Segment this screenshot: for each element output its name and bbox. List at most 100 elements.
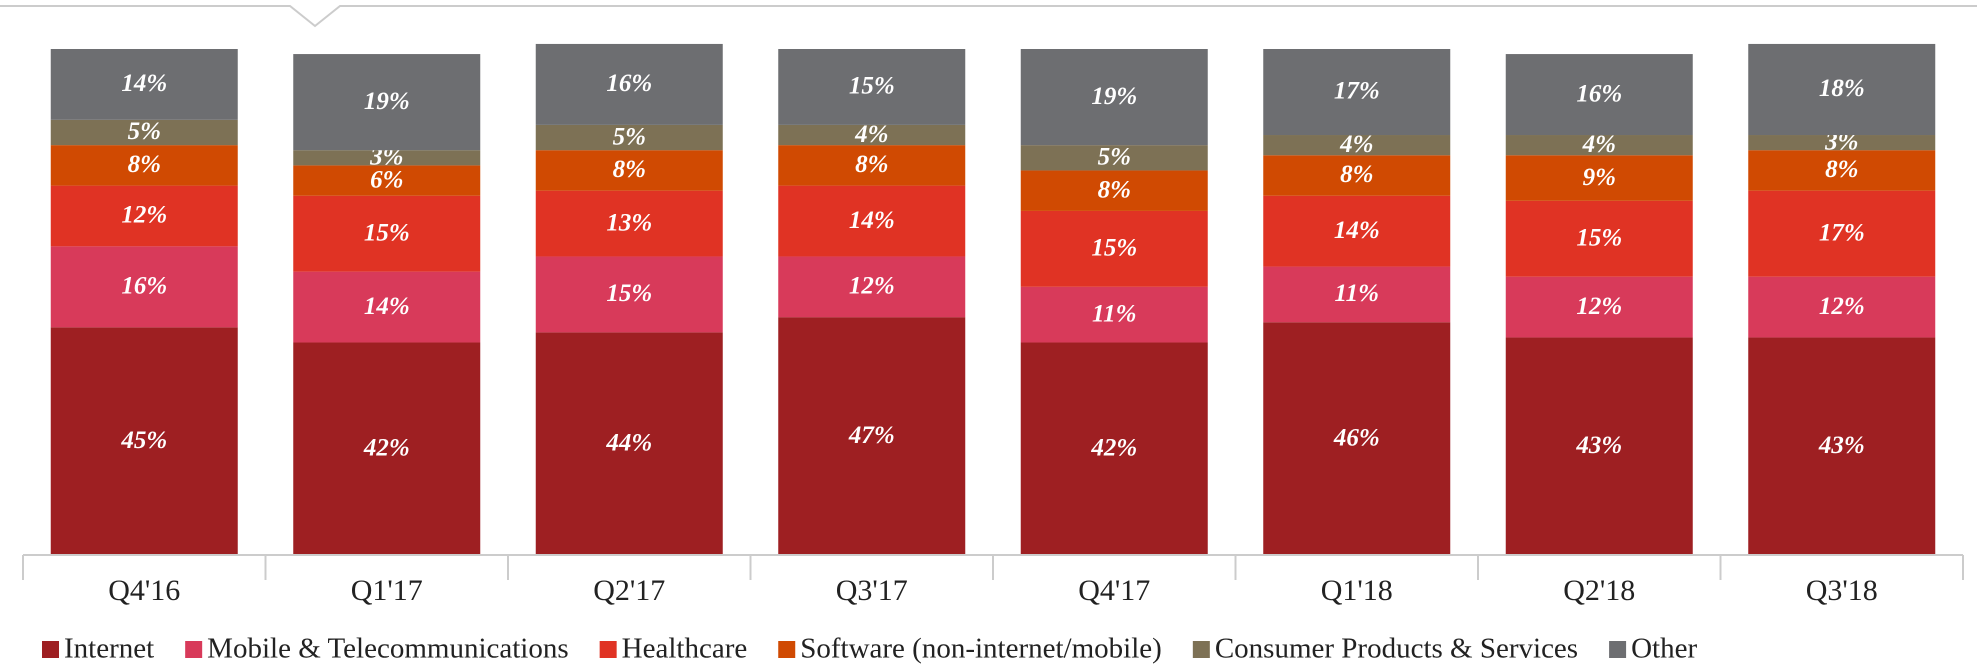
legend-label: Healthcare [622,633,748,665]
data-label: 18% [1819,75,1865,102]
bar-segment [1263,135,1451,156]
bar-segment [293,165,481,196]
bar-segment [1505,155,1693,201]
data-label: 12% [1576,293,1622,320]
bar-segment [1263,49,1451,136]
legend-label: Consumer Products & Services [1215,633,1578,665]
data-label: 12% [121,202,167,229]
x-tick-label: Q1'17 [351,574,423,607]
data-label: 9% [1583,164,1616,191]
data-label: 11% [1092,300,1136,327]
bar-segment [778,49,966,125]
data-label: 4% [854,121,888,148]
data-label: 16% [1576,80,1622,107]
x-tick-label: Q1'18 [1321,574,1393,607]
bar-segment [50,246,238,328]
bar-segment [1263,155,1451,196]
legend-label: Internet [64,633,154,665]
bar-segment [535,124,723,151]
data-label: 42% [363,434,410,461]
data-label: 44% [605,429,652,456]
bar-segment [1748,276,1936,338]
data-label: 4% [1582,131,1616,158]
data-label: 15% [1576,224,1622,251]
data-label: 8% [1825,156,1858,183]
legend-label: Mobile & Telecommunications [207,633,568,665]
bar-segment [535,190,723,257]
data-label: 17% [1819,219,1865,246]
x-tick-label: Q3'17 [836,574,908,607]
bar-segment [50,145,238,186]
data-label: 8% [613,156,646,183]
data-label: 5% [128,118,161,145]
x-tick-label: Q3'18 [1806,574,1878,607]
legend-swatch [599,641,617,658]
data-label: 17% [1334,78,1380,105]
bar-segment [50,327,238,555]
bar-segment [293,195,481,272]
data-label: 4% [1339,131,1373,158]
bar-segment [1020,49,1208,146]
data-label: 15% [1091,235,1137,262]
bar-segment [1505,337,1693,555]
bar-segment [778,145,966,186]
bar-segment [1020,286,1208,343]
bar-segment [1263,195,1451,267]
legend-swatch [185,641,203,658]
data-label: 19% [1091,83,1137,110]
data-label: 47% [848,422,895,449]
bar-segment [1020,145,1208,171]
header-rule [0,5,1977,28]
bar-segment [1748,135,1936,151]
bar-segment [1505,135,1693,156]
data-label: 8% [1340,161,1373,188]
data-label: 14% [364,293,410,320]
bar-segment [778,124,966,146]
data-label: 8% [128,151,161,178]
legend-swatch [1609,641,1627,658]
data-label: 15% [849,73,895,100]
data-label: 19% [364,88,410,115]
data-label: 15% [606,280,652,307]
bar-segment [293,271,481,343]
bar-segment [1748,190,1936,277]
data-label: 14% [849,207,895,234]
bar-segment [778,317,966,555]
bar-segment [293,342,481,555]
data-label: 6% [370,166,403,193]
data-label: 11% [1335,280,1379,307]
bar-segment [535,150,723,191]
bar-segment [50,119,238,146]
data-label: 16% [606,70,652,97]
bar-segment [1505,200,1693,277]
bar-segment [535,332,723,555]
data-label: 43% [1575,432,1622,459]
legend-swatch [778,641,796,658]
bar-segment [1020,170,1208,211]
bar-segment [1505,276,1693,338]
legend-label: Other [1631,633,1697,665]
data-label: 8% [855,151,888,178]
legend-swatch [1192,641,1210,658]
bar-segment [1748,150,1936,191]
data-label: 13% [606,209,652,236]
bar-segment [1263,322,1451,555]
data-label: 12% [1819,293,1865,320]
x-tick-label: Q4'16 [108,574,180,607]
data-label: 5% [613,123,646,150]
data-label: 12% [849,273,895,300]
data-label: 15% [364,219,410,246]
bar-segment [1263,266,1451,323]
legend-swatch [42,641,59,658]
data-label: 14% [121,70,167,97]
data-label: 8% [1098,176,1131,203]
bar-segment [293,150,481,166]
bar-segment [1020,342,1208,555]
data-label: 14% [1334,217,1380,244]
bar-segment [1020,210,1208,287]
x-tick-label: Q4'17 [1078,574,1150,607]
bar-segment [1505,54,1693,136]
data-label: 46% [1333,424,1380,451]
data-label: 5% [1098,144,1131,171]
